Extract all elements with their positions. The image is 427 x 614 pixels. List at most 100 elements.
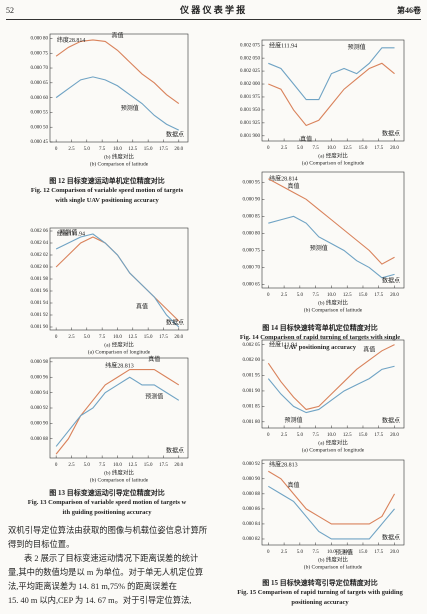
x-axis-title-en: (b) Comparison of latitude xyxy=(90,160,149,167)
x-tick-label: 0 xyxy=(267,146,270,151)
x-tick-label: 12.5 xyxy=(128,463,137,468)
y-tick-label: 0.001 950 xyxy=(240,108,261,113)
body-text: 表 2 展示了目标变速运动情况下距离误差的统计 xyxy=(24,554,199,563)
x-axis-title: (a) 经度对比 xyxy=(318,438,348,446)
series-line xyxy=(268,178,395,265)
y-tick-label: 0.002 04 xyxy=(31,241,49,246)
y-tick-label: 0.001 925 xyxy=(240,121,261,126)
x-tick-label: 2.5 xyxy=(281,433,288,438)
x-tick-label: 15.0 xyxy=(359,433,368,438)
series-label: 预测值 xyxy=(335,548,353,556)
y-tick-label: 0.000 94 xyxy=(31,391,49,396)
body-text: 双机引导定位算法由获取的图像与机载位姿信息计算所 xyxy=(8,526,208,535)
y-tick-label: 0.000 75 xyxy=(243,249,261,254)
y-tick-label: 0.002 06 xyxy=(31,229,49,234)
annotation: 纬度28.813 xyxy=(269,460,298,468)
caption-en: Fig. 12 Comparison of variable speed mot… xyxy=(30,187,184,194)
series-label: 真值 xyxy=(148,355,160,363)
series-line xyxy=(55,39,180,104)
caption-en: Fig. 14 Comparison of rapid turning of t… xyxy=(239,334,401,341)
y-tick-label: 0.000 92 xyxy=(31,406,49,411)
y-tick-label: 0.000 92 xyxy=(243,462,261,467)
x-axis-title: (b) 纬度对比 xyxy=(104,152,134,160)
series-label: 真值 xyxy=(288,182,300,190)
x-tick-label: 2.5 xyxy=(281,550,288,555)
volume: 第46卷 xyxy=(397,6,421,15)
x-tick-label: 20.0 xyxy=(174,463,183,468)
y-tick-label: 0.001 94 xyxy=(31,301,49,306)
x-axis-title-en: (a) Comparison of longitude xyxy=(88,348,151,355)
x-unit-label: 数据点 xyxy=(166,130,184,138)
x-tick-label: 7.5 xyxy=(99,463,106,468)
y-tick-label: 0.002 00 xyxy=(243,358,261,363)
y-tick-label: 0.001 98 xyxy=(31,277,49,282)
series-line xyxy=(55,376,180,447)
x-tick-label: 12.5 xyxy=(343,146,352,151)
y-tick-label: 0.000 98 xyxy=(31,360,49,365)
x-tick-label: 0 xyxy=(55,463,58,468)
series-line xyxy=(268,470,396,525)
y-tick-label: 0.000 70 xyxy=(243,266,261,271)
x-axis-title-en: (a) Comparison of longitude xyxy=(302,446,365,453)
x-tick-label: 15.0 xyxy=(144,335,153,340)
x-tick-label: 10.0 xyxy=(113,335,122,340)
x-unit-label: 数据点 xyxy=(382,129,400,137)
x-tick-label: 20.0 xyxy=(390,146,399,151)
y-tick-label: 0.001 95 xyxy=(243,374,261,379)
series-label: 预测值 xyxy=(121,104,139,112)
x-tick-label: 0 xyxy=(55,147,58,152)
caption-en: Fig. 13 Comparison of variable speed mot… xyxy=(27,499,187,506)
x-axis-title-en: (b) Comparison of latitude xyxy=(304,563,363,570)
y-tick-label: 0.002 05 xyxy=(243,343,261,348)
y-tick-label: 0.000 80 xyxy=(243,232,261,237)
plot-frame xyxy=(49,227,189,331)
x-tick-label: 15.0 xyxy=(144,463,153,468)
annotation: 经度111.94 xyxy=(269,341,297,349)
series-label: 真值 xyxy=(111,32,123,40)
y-tick-label: 0.001 85 xyxy=(243,405,261,410)
x-tick-label: 17.5 xyxy=(374,293,383,298)
x-tick-label: 12.5 xyxy=(343,433,352,438)
y-tick-label: 0.001 96 xyxy=(31,289,49,294)
y-tick-label: 0.000 90 xyxy=(243,477,261,482)
y-tick-label: 0.000 86 xyxy=(243,507,261,512)
journal-name: 仪 器 仪 表 学 报 xyxy=(180,5,246,15)
x-tick-label: 5.0 xyxy=(297,550,304,555)
x-tick-label: 2.5 xyxy=(281,293,288,298)
series-line xyxy=(268,215,395,279)
y-tick-label: 0.000 60 xyxy=(31,96,49,101)
body-text: 法,平均距离误差为 14. 81 m,75% 的距离误差在 xyxy=(8,582,177,591)
y-tick-label: 0.000 45 xyxy=(31,140,49,145)
y-tick-label: 0.001 90 xyxy=(243,389,261,394)
series-line xyxy=(55,368,180,455)
y-tick-label: 0.000 88 xyxy=(243,492,261,497)
x-tick-label: 5.0 xyxy=(297,433,304,438)
x-tick-label: 17.5 xyxy=(374,146,383,151)
x-tick-label: 10.0 xyxy=(113,463,122,468)
x-tick-label: 0 xyxy=(267,550,270,555)
plot-frame xyxy=(261,39,405,142)
plot-frame xyxy=(261,459,405,546)
series-label: 真值 xyxy=(288,481,300,489)
header-rule xyxy=(6,19,421,20)
x-tick-label: 2.5 xyxy=(68,463,75,468)
x-tick-label: 7.5 xyxy=(313,433,320,438)
series-label: 真值 xyxy=(300,135,312,143)
y-tick-label: 0.000 65 xyxy=(243,283,261,288)
x-tick-label: 5.0 xyxy=(297,146,304,151)
body-text: 得到的目标位置。 xyxy=(8,540,75,549)
x-tick-label: 5.0 xyxy=(297,293,304,298)
caption-cn: 图 14 目标快速转弯单机定位精度对比 xyxy=(262,324,378,332)
series-line xyxy=(268,62,395,127)
x-tick-label: 15.0 xyxy=(359,550,368,555)
series-line xyxy=(55,76,180,131)
y-tick-label: 0.002 00 xyxy=(31,265,49,270)
x-tick-label: 17.5 xyxy=(159,463,168,468)
annotation: 纬度28.813 xyxy=(105,361,134,369)
x-unit-label: 数据点 xyxy=(382,276,400,284)
x-unit-label: 数据点 xyxy=(382,533,400,541)
x-tick-label: 10.0 xyxy=(113,147,122,152)
x-unit-label: 数据点 xyxy=(166,318,184,326)
x-axis-title: (b) 纬度对比 xyxy=(104,468,134,476)
